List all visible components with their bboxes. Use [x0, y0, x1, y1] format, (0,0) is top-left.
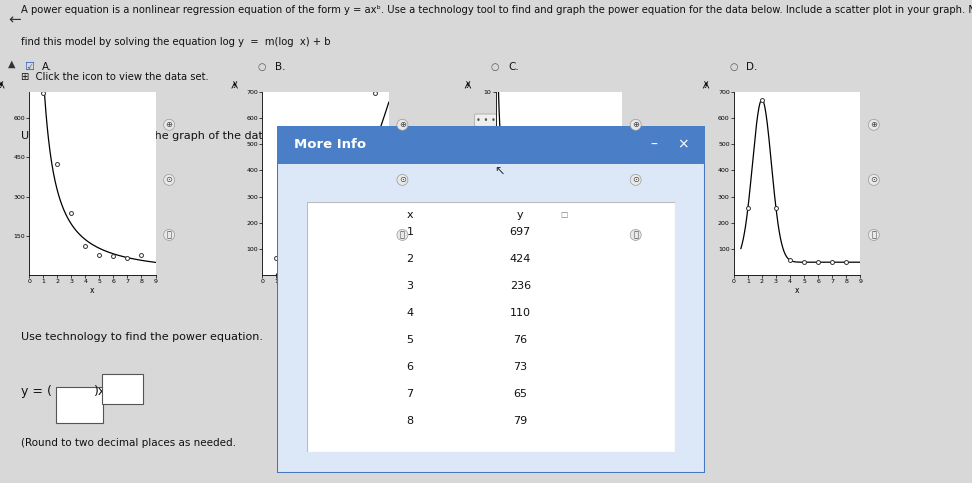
Text: B.: B. — [275, 62, 286, 72]
Text: 73: 73 — [513, 362, 528, 372]
Text: 236: 236 — [509, 281, 531, 291]
Text: ○: ○ — [491, 62, 500, 72]
Text: ⊕: ⊕ — [165, 120, 173, 129]
Point — [782, 256, 798, 264]
Point — [367, 89, 383, 97]
Point — [353, 160, 368, 168]
Point — [268, 255, 284, 262]
Text: 424: 424 — [509, 254, 531, 264]
Point — [824, 258, 840, 266]
Text: 110: 110 — [509, 308, 531, 318]
Text: y: y — [517, 210, 524, 220]
Text: More Info: More Info — [295, 138, 366, 151]
Point — [740, 204, 755, 212]
Point — [339, 210, 355, 217]
Text: ⊙: ⊙ — [632, 175, 640, 185]
Text: x: x — [406, 210, 413, 220]
Point — [540, 232, 556, 240]
Point — [768, 204, 783, 212]
Point — [562, 238, 577, 246]
Point — [311, 242, 327, 250]
Text: 6: 6 — [406, 362, 413, 372]
Text: 4: 4 — [406, 308, 413, 318]
Point — [325, 232, 340, 240]
X-axis label: x: x — [795, 286, 799, 295]
Bar — [277, 126, 705, 164]
Text: ⤢: ⤢ — [633, 230, 639, 240]
Text: Use technology to find the graph of the data. Choose the correct answer below: Use technology to find the graph of the … — [21, 131, 463, 141]
Y-axis label: y: y — [0, 79, 4, 88]
Text: 7: 7 — [406, 389, 413, 398]
Text: ⤢: ⤢ — [399, 230, 405, 240]
Point — [50, 160, 65, 168]
Text: 1: 1 — [406, 227, 413, 237]
Point — [796, 258, 812, 266]
Text: ▲: ▲ — [8, 58, 16, 69]
Text: 76: 76 — [513, 335, 528, 345]
Text: ×: × — [677, 138, 689, 152]
Point — [604, 245, 619, 253]
Text: ○: ○ — [258, 62, 266, 72]
Text: ⊙: ⊙ — [399, 175, 406, 185]
Point — [754, 96, 770, 103]
Text: C.: C. — [508, 62, 519, 72]
Text: ⊙: ⊙ — [165, 175, 173, 185]
Point — [296, 252, 312, 259]
Point — [35, 89, 51, 97]
Text: ⊞  Click the icon to view the data set.: ⊞ Click the icon to view the data set. — [21, 72, 209, 82]
FancyBboxPatch shape — [307, 202, 675, 453]
Point — [811, 258, 826, 266]
Text: )x: )x — [94, 385, 107, 398]
Text: ⤢: ⤢ — [166, 230, 172, 240]
Text: A power equation is a nonlinear regression equation of the form y = axᵇ. Use a t: A power equation is a nonlinear regressi… — [21, 5, 972, 15]
Text: • • •: • • • — [476, 115, 496, 125]
Text: ⊕: ⊕ — [399, 120, 406, 129]
Point — [839, 258, 854, 266]
Point — [63, 210, 79, 217]
Text: 79: 79 — [513, 415, 528, 426]
Text: find this model by solving the equation log y  =  m(log  x) + b: find this model by solving the equation … — [21, 37, 330, 47]
Text: 3: 3 — [406, 281, 413, 291]
Text: 2: 2 — [406, 254, 413, 264]
X-axis label: x: x — [90, 286, 94, 295]
Text: A.: A. — [42, 62, 52, 72]
Text: –: – — [650, 138, 657, 152]
Text: 8: 8 — [406, 415, 413, 426]
Text: y = (: y = ( — [21, 385, 52, 398]
Text: ⊕: ⊕ — [870, 120, 878, 129]
Point — [582, 242, 598, 250]
Text: ☑: ☑ — [24, 62, 34, 72]
Text: ○: ○ — [729, 62, 738, 72]
Point — [106, 252, 122, 260]
Text: Use technology to find the power equation.: Use technology to find the power equatio… — [21, 332, 263, 342]
Point — [519, 220, 535, 227]
FancyBboxPatch shape — [277, 126, 705, 473]
Text: ⊕: ⊕ — [632, 120, 640, 129]
Text: ←: ← — [8, 13, 20, 28]
Y-axis label: y: y — [232, 79, 237, 88]
Point — [283, 252, 298, 260]
FancyBboxPatch shape — [56, 387, 103, 423]
Text: 5: 5 — [406, 335, 413, 345]
Text: 65: 65 — [513, 389, 527, 398]
Text: 697: 697 — [509, 227, 531, 237]
Point — [120, 255, 135, 262]
Y-axis label: y: y — [704, 79, 709, 88]
Text: □: □ — [561, 210, 568, 219]
Text: ↖: ↖ — [494, 164, 504, 177]
Point — [134, 251, 150, 258]
Text: D.: D. — [746, 62, 758, 72]
X-axis label: x: x — [557, 286, 561, 295]
Text: ⤢: ⤢ — [871, 230, 877, 240]
FancyBboxPatch shape — [102, 374, 143, 404]
Text: ⊙: ⊙ — [870, 175, 878, 185]
Point — [78, 242, 93, 250]
X-axis label: x: x — [324, 286, 328, 295]
Text: (Round to two decimal places as needed.: (Round to two decimal places as needed. — [21, 438, 236, 448]
Point — [91, 252, 107, 259]
Y-axis label: y: y — [466, 79, 470, 88]
Point — [499, 180, 514, 188]
